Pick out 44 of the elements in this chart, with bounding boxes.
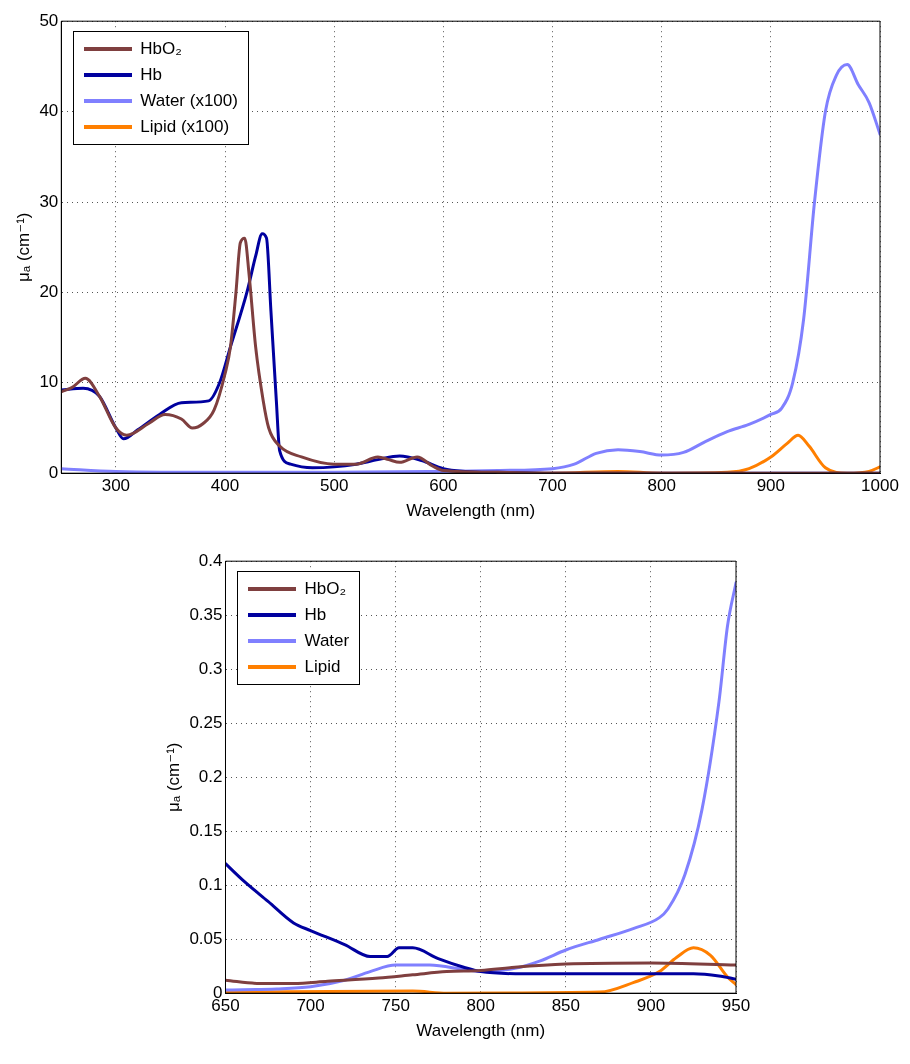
legend-label: Lipid (x100) <box>140 117 230 138</box>
y-tick-label: 0.05 <box>189 928 223 948</box>
y-tick-label: 0.25 <box>189 712 223 732</box>
legend-label: HbO₂ <box>304 579 347 600</box>
y-axis-title: μₐ (cm⁻¹) <box>163 742 183 812</box>
x-tick-label: 600 <box>429 476 458 496</box>
legend-label: HbO₂ <box>140 39 182 60</box>
legend-label: Hb <box>304 605 327 626</box>
x-tick-label: 500 <box>320 476 349 496</box>
y-tick-label: 0.1 <box>198 874 223 894</box>
y-tick-label: 0.3 <box>198 658 223 678</box>
x-tick-label: 400 <box>210 476 240 496</box>
legend-label: Water <box>304 631 350 652</box>
x-tick-label: 900 <box>636 996 666 1016</box>
y-tick-label: 40 <box>39 101 59 121</box>
x-tick-label: 900 <box>756 476 786 496</box>
y-tick-label: 0.4 <box>198 550 223 570</box>
x-tick-label: 300 <box>101 476 131 496</box>
x-axis-title: Wavelength (nm) <box>406 501 536 521</box>
y-axis-title: μₐ (cm⁻¹) <box>13 212 33 282</box>
legend-label: Lipid <box>304 657 341 678</box>
y-tick-label: 50 <box>39 10 59 30</box>
x-tick-label: 950 <box>721 996 751 1016</box>
y-tick-label: 10 <box>39 372 59 392</box>
x-tick-label: 700 <box>296 996 325 1016</box>
y-tick-label: 0.35 <box>189 604 223 624</box>
x-axis-title: Wavelength (nm) <box>416 1021 546 1041</box>
x-tick-label: 700 <box>538 476 567 496</box>
y-tick-label: 0.15 <box>189 820 223 840</box>
x-tick-label: 850 <box>551 996 581 1016</box>
line-series <box>225 862 736 981</box>
x-tick-label: 1000 <box>861 476 899 496</box>
x-tick-label: 800 <box>466 996 495 1016</box>
y-tick-label: 20 <box>39 282 59 302</box>
x-tick-label: 750 <box>381 996 410 1016</box>
legend-label: Water (x100) <box>140 91 238 112</box>
line-series <box>225 961 736 985</box>
y-tick-label: 0.2 <box>198 766 223 786</box>
line-series <box>225 581 736 992</box>
y-tick-label: 30 <box>39 191 59 211</box>
x-tick-label: 800 <box>647 476 676 496</box>
line-series <box>225 946 736 994</box>
legend-label: Hb <box>140 65 163 86</box>
y-tick-label: 0 <box>48 462 59 482</box>
